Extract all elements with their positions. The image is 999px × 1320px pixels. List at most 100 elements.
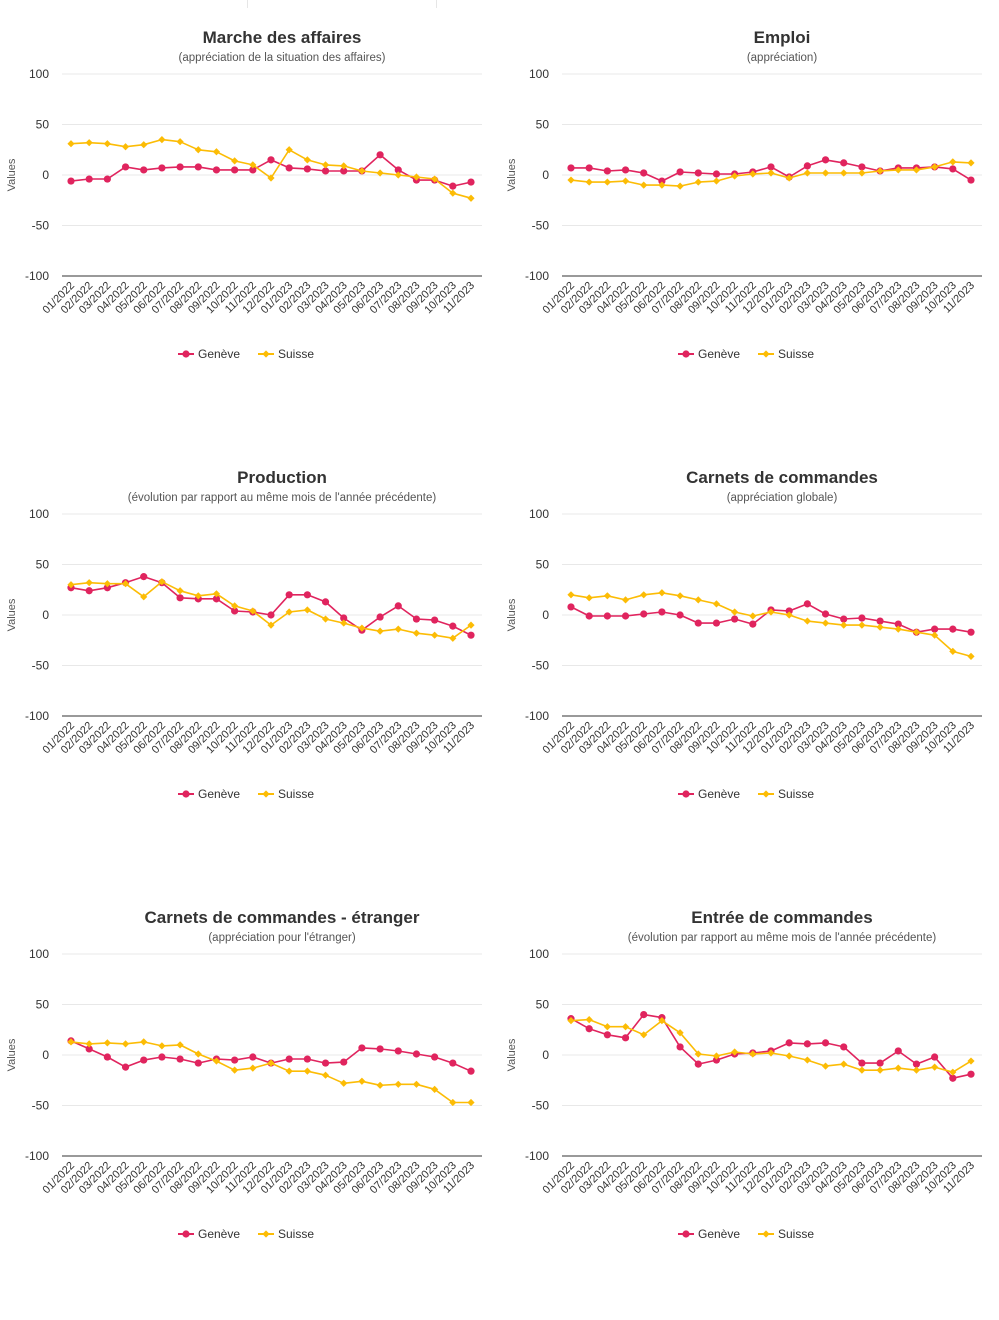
- legend-label-geneve: Genève: [698, 1227, 740, 1241]
- data-point-geneve: [967, 176, 975, 184]
- data-point-geneve: [585, 164, 593, 172]
- data-point-geneve: [821, 156, 830, 164]
- data-point-geneve: [321, 1059, 330, 1067]
- data-point-geneve: [121, 1063, 130, 1071]
- data-point-geneve: [712, 1056, 721, 1064]
- data-point-suisse: [621, 177, 630, 185]
- data-point-geneve: [267, 156, 275, 164]
- y-tick-label: 50: [36, 998, 50, 1012]
- data-point-geneve: [767, 163, 775, 171]
- data-point-suisse: [121, 143, 130, 151]
- y-tick-label: 100: [29, 67, 49, 81]
- data-point-geneve: [194, 1059, 202, 1067]
- data-point-suisse: [267, 174, 275, 182]
- y-tick-label: -50: [532, 659, 550, 673]
- legend-label-suisse: Suisse: [778, 347, 814, 361]
- chart-title: Marche des affaires: [203, 28, 362, 47]
- data-point-suisse: [158, 1042, 166, 1050]
- data-point-suisse: [676, 592, 684, 600]
- data-point-suisse: [767, 608, 775, 616]
- legend-marker-suisse: [762, 350, 770, 358]
- data-point-suisse: [803, 617, 811, 625]
- data-point-geneve: [303, 591, 311, 599]
- data-point-suisse: [749, 170, 757, 178]
- data-point-geneve: [340, 1058, 348, 1066]
- legend-label-suisse: Suisse: [278, 347, 314, 361]
- legend-marker-suisse: [762, 1230, 770, 1238]
- data-point-geneve: [467, 631, 475, 639]
- series-line-geneve: [570, 1013, 972, 1079]
- chart-subtitle: (appréciation de la situation des affair…: [179, 52, 386, 64]
- y-axis-label: Values: [506, 158, 518, 191]
- data-point-suisse: [803, 169, 811, 177]
- data-point-suisse: [231, 1066, 239, 1074]
- data-point-geneve: [467, 1067, 475, 1075]
- data-point-suisse: [358, 624, 366, 632]
- data-point-suisse: [821, 1062, 830, 1070]
- data-point-geneve: [676, 168, 684, 176]
- chart-title: Carnets de commandes: [686, 468, 878, 487]
- data-point-suisse: [449, 189, 457, 197]
- data-point-suisse: [358, 167, 366, 175]
- data-point-suisse: [821, 169, 830, 177]
- data-point-suisse: [394, 1080, 402, 1088]
- data-point-suisse: [212, 1057, 221, 1065]
- y-tick-label: 100: [529, 947, 549, 961]
- data-point-suisse: [731, 1048, 739, 1056]
- data-point-suisse: [358, 1077, 366, 1085]
- data-point-suisse: [212, 148, 221, 156]
- data-point-suisse: [303, 156, 311, 164]
- legend-label-geneve: Genève: [198, 787, 240, 801]
- y-axis-label: Values: [6, 598, 18, 631]
- series-line-suisse: [70, 138, 472, 199]
- data-point-suisse: [85, 579, 93, 587]
- data-point-suisse: [585, 178, 593, 186]
- data-point-geneve: [621, 1034, 630, 1042]
- data-point-suisse: [431, 1085, 439, 1093]
- data-point-geneve: [340, 167, 348, 175]
- chart-subtitle: (appréciation): [747, 52, 817, 64]
- data-point-suisse: [321, 615, 330, 623]
- y-tick-label: 50: [536, 998, 550, 1012]
- y-tick-label: 0: [542, 168, 549, 182]
- data-point-suisse: [967, 652, 975, 661]
- legend-label-suisse: Suisse: [778, 787, 814, 801]
- data-point-geneve: [821, 1039, 830, 1047]
- data-point-suisse: [449, 1098, 457, 1107]
- chart-svg: Entrée de commandes (évolution par rappor…: [506, 908, 982, 1241]
- y-tick-label: -100: [25, 1149, 49, 1163]
- data-point-suisse: [340, 619, 348, 627]
- data-point-suisse: [949, 158, 957, 166]
- series-line-suisse: [70, 580, 472, 639]
- data-point-geneve: [858, 163, 866, 171]
- data-point-geneve: [321, 598, 330, 606]
- data-point-suisse: [840, 169, 848, 177]
- data-point-geneve: [603, 1031, 611, 1039]
- chart-emploi: Emploi (appréciation) 100 50 0 -50 -100 Values 0…: [500, 20, 999, 440]
- y-tick-label: -100: [525, 269, 549, 283]
- data-point-geneve: [858, 1059, 866, 1067]
- data-point-geneve: [640, 610, 648, 618]
- data-point-geneve: [140, 573, 148, 581]
- data-point-geneve: [931, 625, 939, 633]
- data-point-geneve: [303, 1055, 311, 1063]
- data-point-geneve: [749, 620, 757, 628]
- legend-marker-geneve: [682, 1230, 690, 1238]
- data-point-suisse: [712, 177, 721, 185]
- data-point-geneve: [621, 166, 630, 174]
- data-point-geneve: [394, 602, 402, 610]
- data-point-suisse: [640, 1031, 648, 1039]
- data-point-suisse: [912, 1066, 921, 1074]
- data-point-suisse: [931, 631, 939, 639]
- data-point-geneve: [176, 1055, 184, 1063]
- data-point-geneve: [212, 595, 221, 603]
- data-point-geneve: [303, 165, 311, 173]
- data-point-geneve: [621, 612, 630, 620]
- data-point-suisse: [303, 1067, 311, 1075]
- chart-subtitle: (appréciation pour l'étranger): [208, 932, 355, 944]
- y-tick-label: -100: [25, 709, 49, 723]
- data-point-suisse: [412, 1080, 421, 1088]
- data-point-geneve: [894, 1047, 902, 1055]
- data-point-suisse: [140, 1038, 148, 1046]
- data-point-suisse: [931, 163, 939, 171]
